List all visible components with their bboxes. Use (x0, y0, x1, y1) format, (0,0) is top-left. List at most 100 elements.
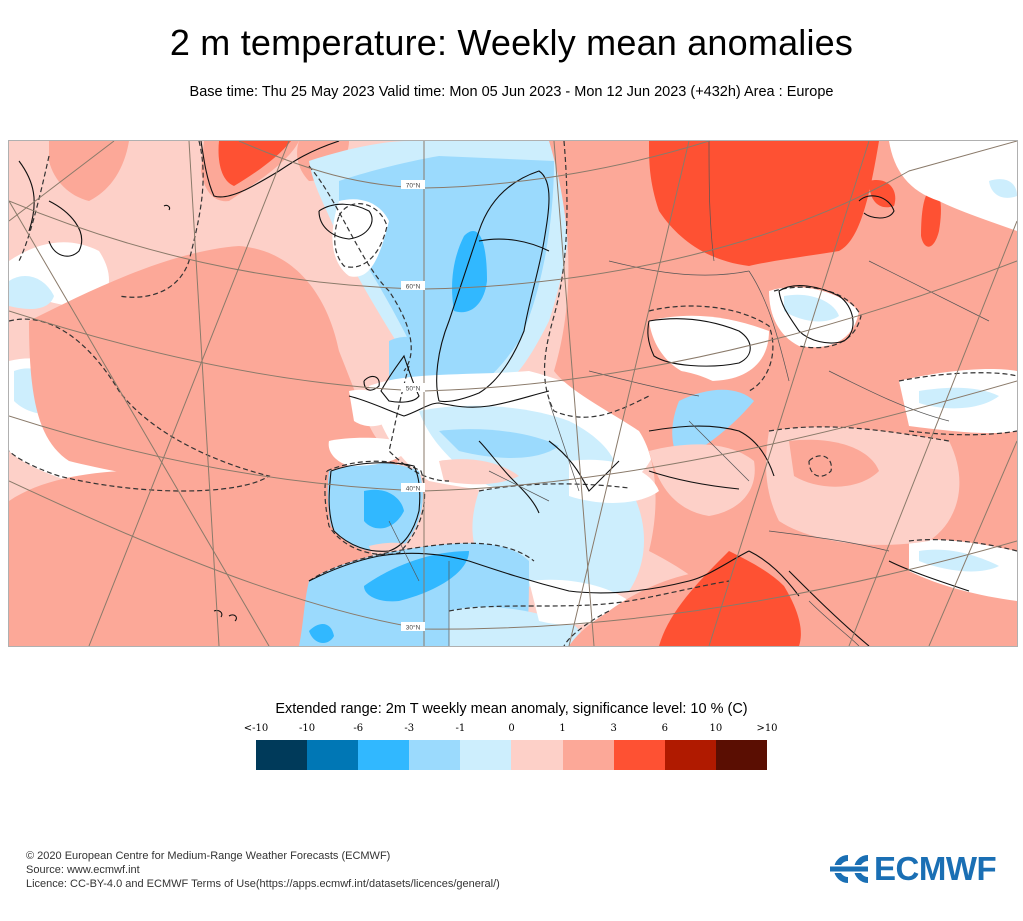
fill-region (889, 141, 1017, 231)
country-border (748, 270, 790, 382)
latitude-label: 70°N (406, 182, 421, 190)
coastline (163, 204, 171, 211)
meridian-line (9, 200, 270, 646)
legend-tick-label: -6 (353, 723, 364, 734)
coastlines (18, 141, 970, 646)
fill-region (921, 190, 941, 247)
fill-region (869, 180, 896, 208)
legend-swatch (256, 740, 308, 770)
significance-contour (334, 203, 388, 268)
latitude-label: 40°N (406, 485, 421, 493)
legend-swatch (358, 740, 410, 770)
latitude-label-bg (401, 281, 425, 290)
anomaly-map: 70°N 60°N 50°N 40°N 30°N (8, 140, 1018, 647)
coastline (748, 550, 800, 597)
legend-swatch (307, 740, 359, 770)
fill-region (919, 549, 999, 572)
coastline (788, 570, 870, 646)
ecmwf-wave-icon (828, 855, 870, 883)
country-border (808, 600, 860, 646)
fill-region (989, 179, 1017, 198)
legend-swatch (664, 740, 716, 770)
fill-region (452, 231, 487, 313)
significance-contour (808, 455, 832, 477)
graticule (9, 141, 1017, 646)
copyright-text: © 2020 European Centre for Medium-Range … (26, 850, 391, 862)
latitude-line (238, 141, 710, 189)
coastline (318, 203, 373, 240)
ecmwf-logo: ECMWF (828, 850, 997, 887)
significance-contours (9, 141, 1017, 646)
legend-title: Extended range: 2m T weekly mean anomaly… (275, 701, 748, 717)
fill-region (339, 156, 554, 401)
significance-contour (118, 141, 204, 298)
latitude-label-bg (401, 180, 425, 189)
latitude-labels: 70°N 60°N 50°N 40°N 30°N (401, 180, 425, 632)
significance-contour (308, 542, 535, 582)
fill-region (789, 439, 879, 487)
country-border (488, 470, 550, 502)
source-text: Source: www.ecmwf.int (26, 864, 140, 876)
fill-region (969, 459, 1017, 523)
legend-tick-label: -1 (455, 723, 466, 734)
significance-contour (908, 430, 1017, 436)
legend-swatch (613, 740, 665, 770)
fill-region (49, 141, 129, 201)
coastline (328, 462, 421, 552)
fill-region (9, 431, 399, 646)
meridian-line (568, 141, 690, 646)
country-border (708, 141, 715, 262)
latitude-line (9, 260, 1017, 392)
coastline (858, 195, 895, 219)
latitude-line (9, 480, 1017, 630)
coastline (478, 440, 540, 514)
legend-tick-label: 10 (709, 723, 723, 734)
latitude-label-bg (401, 483, 425, 492)
legend-swatch (511, 740, 563, 770)
fill-region (9, 276, 54, 309)
country-border (828, 370, 950, 422)
meridian-line (9, 141, 115, 222)
legend-swatch (562, 740, 614, 770)
legend-swatch (460, 740, 512, 770)
fill-region (364, 489, 404, 529)
legend-swatch (715, 740, 767, 770)
fill-region (649, 444, 755, 516)
coastline (18, 160, 83, 257)
country-border (768, 530, 890, 552)
significance-contour (773, 286, 862, 349)
meridian-line (708, 141, 870, 646)
meridian-line (88, 141, 290, 646)
fill-region (328, 437, 409, 466)
coastline (308, 550, 750, 594)
legend-color-bar (256, 740, 767, 770)
coastline (648, 470, 740, 490)
chart-subtitle: Base time: Thu 25 May 2023 Valid time: M… (189, 84, 834, 100)
fill-region (439, 429, 559, 458)
coastline (200, 141, 340, 198)
coastline (348, 390, 550, 417)
significance-contour (324, 460, 426, 556)
legend-tick-label: 0 (508, 723, 515, 734)
legend-tick-label: 3 (610, 723, 617, 734)
coastline (778, 285, 854, 344)
chart-title: 2 m temperature: Weekly mean anomalies (169, 22, 854, 63)
country-border (868, 260, 990, 322)
logo-text: ECMWF (874, 850, 997, 887)
country-border (688, 420, 750, 482)
significance-contour (898, 372, 1017, 382)
coastline (647, 318, 751, 367)
legend-tick-label: 1 (559, 723, 566, 734)
fill-region (439, 459, 519, 485)
meridian-line (848, 220, 1017, 646)
meridian-line (188, 141, 220, 646)
footer: © 2020 European Centre for Medium-Range … (26, 849, 500, 891)
latitude-label-bg (401, 622, 425, 631)
country-border (548, 400, 580, 492)
fill-region (29, 246, 379, 491)
significance-contour (768, 426, 950, 442)
coastline (888, 560, 970, 592)
latitude-label: 30°N (406, 624, 421, 632)
meridian-line (928, 440, 1017, 646)
anomaly-fill-layer (9, 141, 1017, 646)
